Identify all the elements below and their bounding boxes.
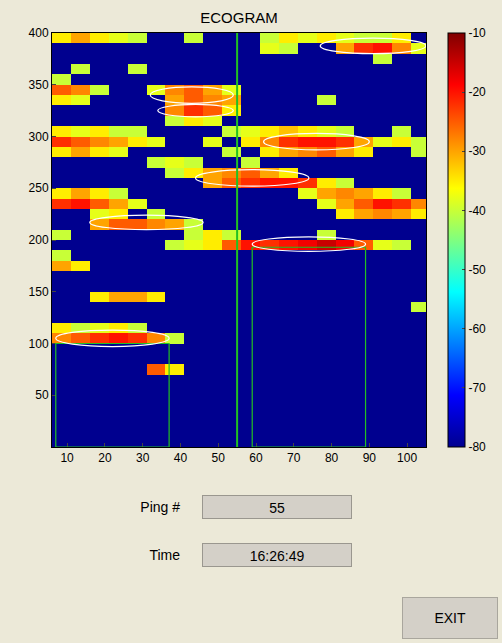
- html-text:Time: Time: [149, 547, 180, 563]
- svg-text:-50: -50: [468, 263, 486, 277]
- svg-text:-20: -20: [468, 85, 486, 99]
- svg-text:-80: -80: [468, 440, 486, 454]
- svg-text:100: 100: [397, 451, 417, 465]
- svg-text:100: 100: [29, 337, 49, 351]
- svg-text:10: 10: [60, 451, 74, 465]
- svg-text:300: 300: [29, 130, 49, 144]
- svg-text:80: 80: [325, 451, 339, 465]
- svg-text:30: 30: [136, 451, 150, 465]
- svg-text:90: 90: [363, 451, 377, 465]
- svg-text:60: 60: [249, 451, 263, 465]
- svg-text:20: 20: [98, 451, 112, 465]
- svg-text:-60: -60: [468, 322, 486, 336]
- html-text:16:26:49: 16:26:49: [249, 548, 305, 564]
- svg-text:70: 70: [287, 451, 301, 465]
- svg-text:50: 50: [35, 388, 49, 402]
- svg-text:ECOGRAM: ECOGRAM: [200, 9, 278, 26]
- svg-text:400: 400: [29, 26, 49, 40]
- svg-text:-40: -40: [468, 204, 486, 218]
- svg-text:150: 150: [29, 285, 49, 299]
- svg-text:200: 200: [29, 233, 49, 247]
- html-text:55: 55: [269, 500, 285, 516]
- html-text:EXIT: EXIT: [434, 610, 466, 626]
- svg-text:-30: -30: [468, 144, 486, 158]
- svg-text:-10: -10: [468, 26, 486, 40]
- svg-text:350: 350: [29, 78, 49, 92]
- svg-text:50: 50: [212, 451, 226, 465]
- svg-text:-70: -70: [468, 381, 486, 395]
- svg-text:40: 40: [174, 451, 188, 465]
- svg-text:250: 250: [29, 181, 49, 195]
- html-text:Ping #: Ping #: [140, 499, 180, 515]
